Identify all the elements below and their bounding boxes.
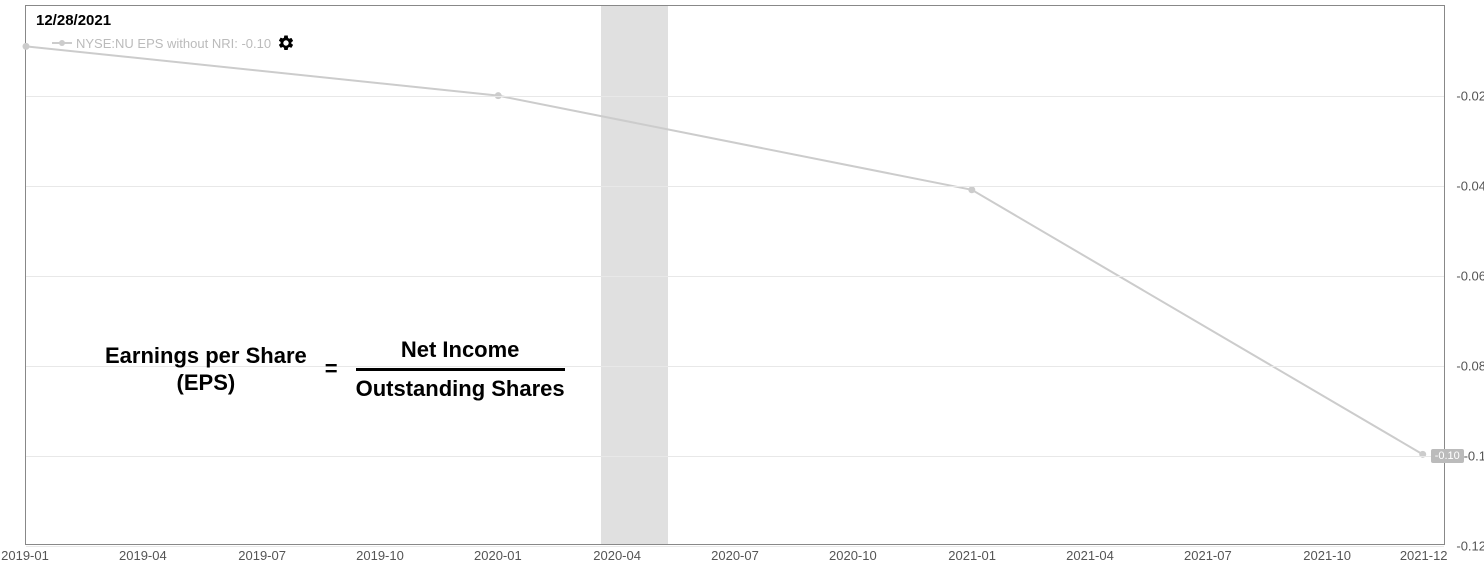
formula-lhs: Earnings per Share (EPS) (105, 342, 307, 397)
grid-line (26, 546, 1444, 547)
formula-lhs-line2: (EPS) (105, 369, 307, 397)
data-point-marker (23, 43, 30, 50)
x-tick-label: 2019-07 (238, 548, 286, 563)
eps-formula: Earnings per Share (EPS) = Net Income Ou… (105, 335, 565, 403)
formula-rhs: Net Income Outstanding Shares (356, 335, 565, 403)
grid-line (26, 276, 1444, 277)
grid-line (26, 186, 1444, 187)
x-tick-label: 2020-10 (829, 548, 877, 563)
grid-line (26, 456, 1444, 457)
y-tick-label: -0.08 (1456, 359, 1484, 374)
x-tick-label: 2020-01 (474, 548, 522, 563)
end-value-badge: -0.10 (1431, 449, 1464, 463)
line-chart-svg (26, 6, 1444, 544)
x-tick-label: 2021-10 (1303, 548, 1351, 563)
x-tick-label: 2021-12 (1400, 548, 1448, 563)
grid-line (26, 96, 1444, 97)
y-tick-label: -0.12 (1456, 539, 1484, 554)
x-tick-label: 2019-04 (119, 548, 167, 563)
formula-lhs-line1: Earnings per Share (105, 342, 307, 370)
y-tick-label: -0.04 (1456, 179, 1484, 194)
x-tick-label: 2021-01 (948, 548, 996, 563)
y-tick-label: -0.02 (1456, 89, 1484, 104)
x-tick-label: 2021-07 (1184, 548, 1232, 563)
x-axis: 2019-012019-042019-072019-102020-012020-… (25, 548, 1445, 568)
x-tick-label: 2019-01 (1, 548, 49, 563)
y-tick-label: -0.06 (1456, 269, 1484, 284)
data-point-marker (968, 186, 975, 193)
x-tick-label: 2020-04 (593, 548, 641, 563)
chart-plot-area: 12/28/2021 NYSE:NU EPS without NRI: -0.1… (25, 5, 1445, 545)
y-tick-label: -0.1 (1464, 449, 1484, 464)
x-tick-label: 2020-07 (711, 548, 759, 563)
formula-numerator: Net Income (356, 335, 565, 371)
x-tick-label: 2021-04 (1066, 548, 1114, 563)
formula-equals: = (325, 356, 338, 382)
formula-denominator: Outstanding Shares (356, 371, 565, 404)
x-tick-label: 2019-10 (356, 548, 404, 563)
